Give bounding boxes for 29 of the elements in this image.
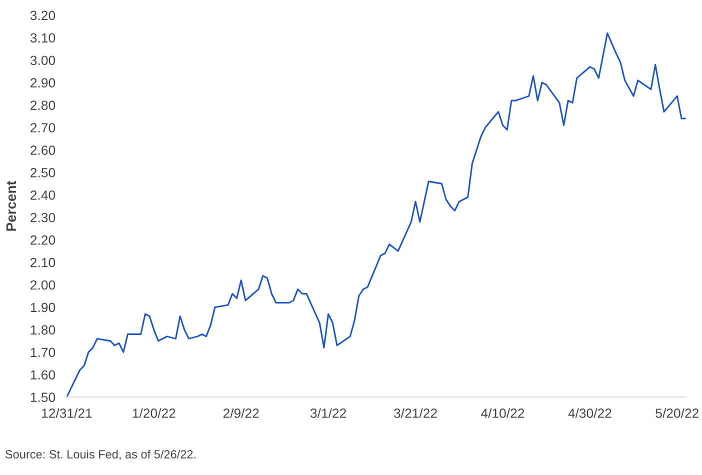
x-tick-label: 4/30/22 [568,408,612,418]
y-tick-label: 3.00 [30,56,56,66]
y-tick-label: 2.40 [30,190,56,200]
y-tick-label: 2.10 [30,258,56,268]
y-tick-label: 2.70 [30,123,56,132]
x-tick-label: 2/9/22 [223,408,259,418]
y-tick-label: 2.00 [30,280,56,290]
y-tick-label: 2.20 [30,235,56,245]
y-tick-label: 2.30 [30,212,56,222]
y-tick-label: 1.90 [30,302,56,312]
y-tick-label: 2.60 [30,146,56,155]
x-tick-label: 4/10/22 [481,408,524,418]
y-tick-label: 3.20 [30,10,56,20]
y-tick-label: 2.50 [30,168,56,178]
y-tick-label: 1.80 [30,325,56,335]
y-tick-label: 1.70 [30,348,56,358]
y-tick-label: 2.90 [30,78,56,88]
x-tick-label: 3/21/22 [394,408,437,418]
source-note: Source: St. Louis Fed, as of 5/26/22. [5,450,196,460]
y-tick-label: 3.10 [30,33,56,43]
x-tick-label: 5/20/22 [656,408,698,418]
y-tick-label: 1.50 [30,392,56,402]
y-axis-title: Percent [6,180,16,231]
y-tick-label: 1.60 [30,370,56,380]
line-series [66,32,686,398]
x-tick-label: 3/1/22 [310,408,346,418]
x-tick-label: 1/20/22 [132,408,176,418]
y-tick-label: 2.80 [30,100,56,110]
x-tick-label: 12/31/21 [42,408,92,418]
